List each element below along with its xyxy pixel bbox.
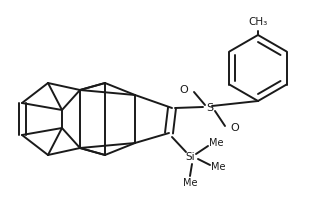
Text: Si: Si — [185, 152, 195, 162]
Text: O: O — [231, 123, 239, 133]
Text: O: O — [180, 85, 188, 95]
Text: Me: Me — [211, 162, 225, 172]
Text: S: S — [206, 103, 213, 113]
Text: CH₃: CH₃ — [248, 17, 268, 27]
Text: Me: Me — [183, 178, 197, 188]
Text: Me: Me — [209, 138, 223, 148]
